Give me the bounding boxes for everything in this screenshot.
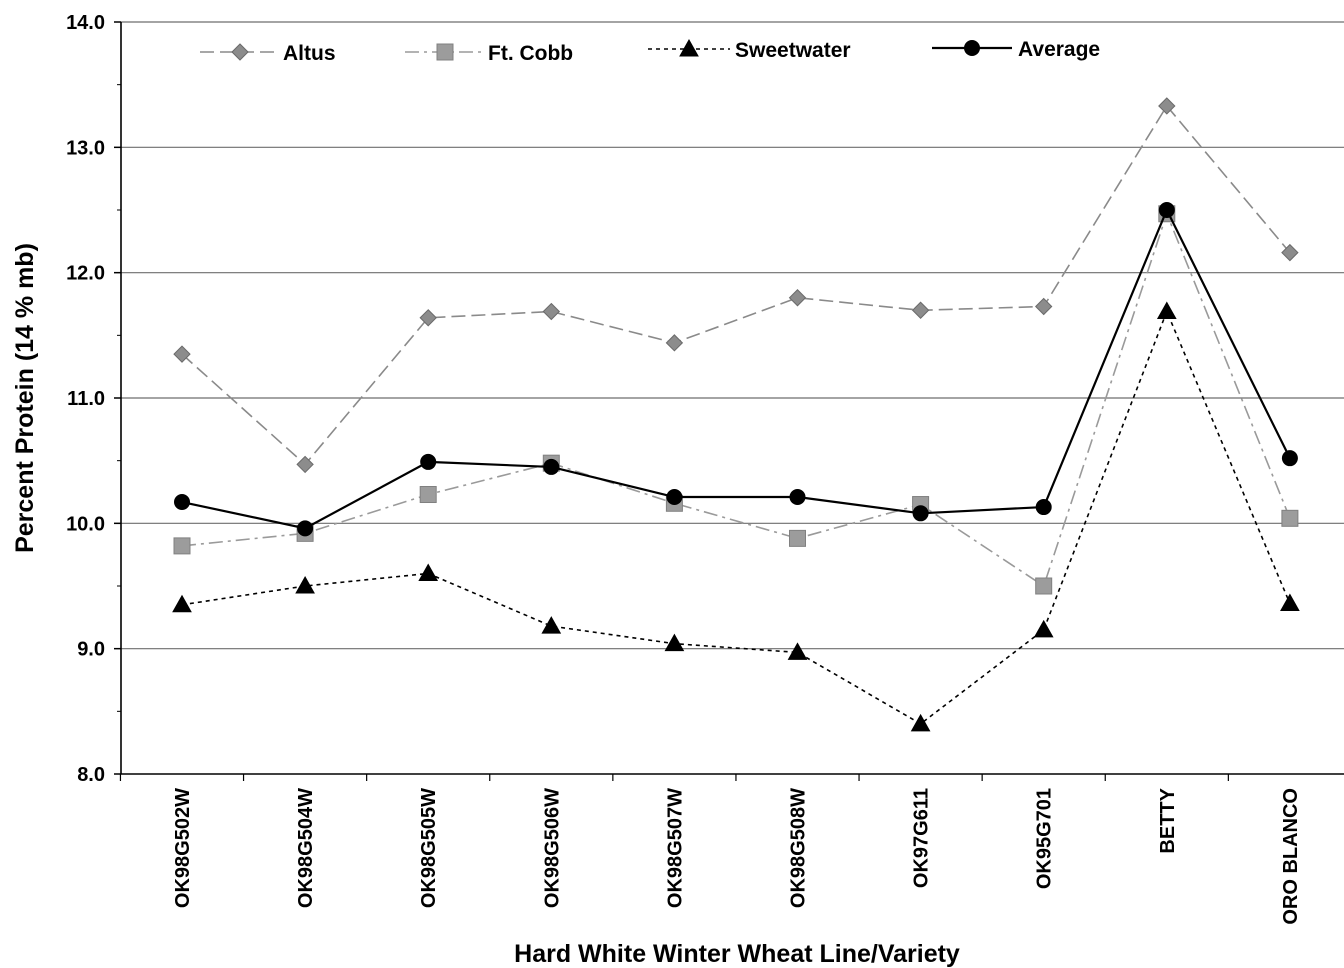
data-point bbox=[1158, 202, 1175, 218]
x-tick-label: OK98G506W bbox=[541, 788, 563, 908]
data-point bbox=[1035, 499, 1052, 516]
series-line bbox=[181, 309, 1291, 725]
legend: Altus Ft. Cobb Sweetwater Average bbox=[200, 38, 1100, 65]
data-point bbox=[419, 309, 437, 327]
x-tick-label: OK98G505W bbox=[418, 788, 440, 908]
series-average bbox=[174, 202, 1298, 537]
legend-marker bbox=[231, 43, 249, 61]
axes bbox=[114, 21, 1344, 781]
data-point bbox=[789, 489, 806, 506]
series-ft-cobb bbox=[173, 205, 1299, 595]
data-point bbox=[295, 575, 315, 594]
data-point bbox=[1035, 577, 1053, 595]
legend-marker bbox=[679, 38, 699, 57]
x-tick-label: OK98G508W bbox=[788, 788, 810, 908]
x-tick-labels: OK98G502W OK98G504W OK98G505W OK98G506W OK98… bbox=[172, 787, 1302, 924]
data-point bbox=[1034, 297, 1053, 316]
legend-label: Sweetwater bbox=[735, 39, 851, 62]
data-point bbox=[173, 537, 191, 555]
y-tick-label: 9.0 bbox=[77, 639, 105, 661]
y-tick-label: 10.0 bbox=[66, 513, 105, 535]
data-point bbox=[420, 453, 437, 470]
data-point bbox=[542, 302, 561, 321]
legend-item: Altus bbox=[200, 42, 336, 65]
data-point bbox=[1280, 593, 1300, 612]
data-point bbox=[665, 334, 684, 352]
x-axis-title: Hard White Winter Wheat Line/Variety bbox=[514, 940, 960, 968]
data-point bbox=[297, 520, 314, 537]
data-point bbox=[173, 345, 191, 363]
data-point bbox=[296, 455, 314, 474]
legend-label: Altus bbox=[283, 42, 336, 65]
y-tick-label: 14.0 bbox=[66, 12, 105, 34]
y-tick-labels: 8.0 9.0 10.0 11.0 12.0 13.0 14.0 bbox=[66, 12, 105, 786]
data-point bbox=[912, 505, 929, 522]
data-point bbox=[787, 642, 808, 660]
y-tick-label: 13.0 bbox=[66, 137, 105, 159]
legend-label: Average bbox=[1018, 38, 1100, 61]
legend-marker bbox=[964, 40, 980, 56]
series-line bbox=[181, 211, 1291, 588]
series-line bbox=[181, 104, 1291, 466]
data-point bbox=[1281, 509, 1299, 527]
series-altus bbox=[173, 97, 1299, 474]
y-axis-title: Percent Protein (14 % mb) bbox=[11, 243, 39, 553]
data-point bbox=[1156, 301, 1177, 320]
data-point bbox=[541, 616, 562, 634]
data-point bbox=[543, 458, 560, 475]
legend-item: Average bbox=[932, 38, 1100, 61]
data-point bbox=[789, 529, 806, 547]
data-point bbox=[419, 486, 437, 504]
legend-label: Ft. Cobb bbox=[488, 42, 573, 65]
data-point bbox=[664, 633, 685, 652]
y-tick-label: 12.0 bbox=[66, 263, 105, 285]
data-point bbox=[418, 563, 439, 581]
data-point bbox=[1158, 97, 1176, 115]
x-tick-label: OK97G611 bbox=[911, 788, 933, 888]
x-tick-label: OK98G504W bbox=[295, 788, 317, 908]
x-tick-label: BETTY bbox=[1157, 787, 1179, 853]
x-tick-label: ORO BLANCO bbox=[1280, 788, 1302, 925]
series-sweetwater bbox=[172, 301, 1300, 732]
x-tick-label: OK98G507W bbox=[664, 788, 686, 908]
legend-marker bbox=[436, 43, 454, 61]
data-point bbox=[910, 713, 931, 732]
grid-lines bbox=[121, 21, 1344, 650]
data-series bbox=[172, 97, 1300, 732]
x-tick-label: OK95G701 bbox=[1034, 788, 1056, 889]
x-tick-label: OK98G502W bbox=[172, 788, 194, 908]
data-point bbox=[174, 494, 190, 511]
legend-item: Ft. Cobb bbox=[405, 42, 573, 65]
y-tick-label: 8.0 bbox=[77, 764, 105, 786]
data-point bbox=[1033, 619, 1054, 638]
series-line bbox=[181, 207, 1291, 530]
legend-item: Sweetwater bbox=[648, 38, 851, 62]
data-point bbox=[788, 289, 807, 307]
data-point bbox=[666, 489, 683, 506]
data-point bbox=[911, 301, 930, 319]
data-point bbox=[1281, 243, 1299, 262]
data-point bbox=[1281, 450, 1298, 467]
y-tick-label: 11.0 bbox=[67, 388, 105, 410]
data-point bbox=[172, 594, 192, 613]
